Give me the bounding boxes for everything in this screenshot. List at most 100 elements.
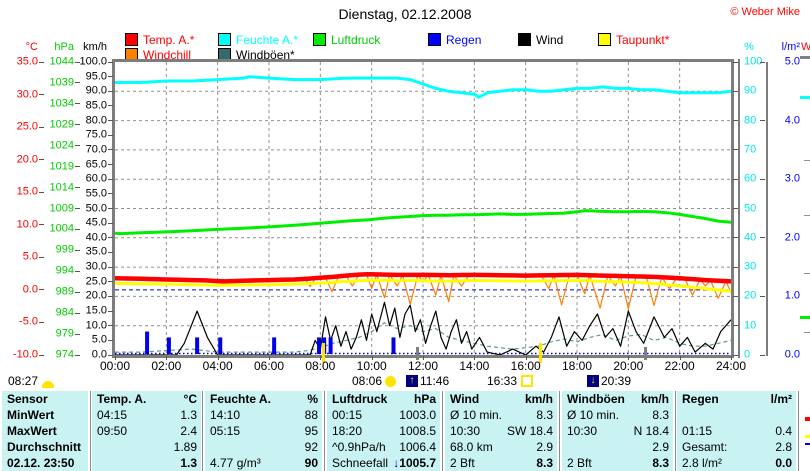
rain-axis-unit: l/m² [781,41,800,53]
table-cell-row: 4.77 g/m³ 90 [205,455,322,471]
header-text: Regen [682,392,719,406]
marker-sun-partial: 08:27 [8,374,58,388]
marker-sunset: 16:33 [487,374,537,388]
axis-tick-label: 989 [55,285,74,298]
table-cell-row: 10:30 N 18.4 [562,423,673,439]
axis-tick-label: 1024 [49,139,74,152]
cell-text: 95 [304,424,318,438]
legend-swatch-icon [218,33,231,46]
humidity-axis-unit: % [744,41,754,53]
axis-tick-label: 999 [55,243,74,256]
legend-item-feuchtea: Feuchte A.* [218,32,299,47]
time-tick-label: 06:00 [253,359,285,373]
legend-swatch-icon [428,33,441,46]
rain-bar [272,337,277,354]
legend-swatch-icon [598,33,611,46]
axis-tick-label: 0.0 [784,348,800,361]
table-column-header: Feuchte A.% [205,391,322,407]
rain-bar [218,337,223,354]
header-text: Temp. A. [97,392,147,406]
cell-text: 2 Bft [567,456,592,470]
cell-text: 00:15 [332,408,363,422]
marker-time: 08:06 [352,374,383,388]
table-cell-row: 2.8 l/m² 0.0 [677,455,796,471]
legend-swatch-icon [518,33,531,46]
axis-tick-label: 45.0 [85,216,107,229]
humidity-axis-line [738,59,740,358]
row-label-text: Durchschnitt [7,440,82,454]
cell-text: N 18.4 [633,424,669,438]
moonset-icon: ↓ [587,375,599,387]
axis-tick-label: 15.0 [85,304,107,317]
table-column-luftdruck: Luftdruck hPa 00:15 1003.0 18:20 1008.5 ^0.9hP… [327,391,440,471]
marker-time: 11:46 [420,374,450,388]
legend-label: Windböen* [236,47,295,62]
right-edge-fragment [804,273,810,274]
table-cell-row [677,407,796,423]
table-column-header: Temp. A. °C [92,391,201,407]
axis-tick-label: 1044 [49,55,74,68]
header-text: % [307,392,318,406]
pressure-axis-ticks: 1044 1039 1034 1029 1024 1019 1014 1009 1004 999 9… [42,56,74,360]
axis-tick-label: 65.0 [85,158,107,171]
axis-tick-label: 35.0 [16,55,38,68]
wind-line [115,301,731,355]
axis-tick-label: 90 [744,84,757,97]
table-cell-row: 09:50 2.4 [92,423,201,439]
table-cell-row: 2 Bft 8.3 [562,455,673,471]
axis-tick-label: 3.0 [784,172,800,185]
right-edge-fragment [800,96,810,99]
axis-tick-label: 1039 [49,76,74,89]
axis-tick-label: 1009 [49,202,74,214]
marker-moonset: ↓ 20:39 [585,374,631,388]
cell-text: 1006.4 [399,440,436,454]
axis-tick-label: 0 [744,348,751,361]
cell-text: 0.0 [775,456,792,470]
legend-label: Luftdruck [331,32,381,47]
table-cell-row: 2 Bft 8.3 [445,455,557,471]
axis-tick-label: 5.0 [22,250,38,263]
axis-tick-label: 70.0 [85,143,107,156]
time-tick-label: 18:00 [561,359,593,373]
cell-text: 2.8 [775,440,792,454]
time-tick-label: 16:00 [510,359,541,373]
legend-label: Feuchte A.* [236,32,299,47]
legend-row-1: Temp. A.* Feuchte A.* Luftdruck Regen Wind Ta… [0,32,810,47]
header-text: °C [183,392,197,406]
copyright-text: © Weber Mike [730,6,800,18]
time-tickmark [679,356,681,360]
axis-tick-label: 15.0 [16,185,38,198]
axis-tick-label: 20.0 [85,289,107,302]
legend-label: Wind [536,32,564,47]
table-cell-row: 18:20 1008.5 [327,423,440,439]
axis-tick-label: 100.0 [79,55,107,68]
table-column-separator [441,391,443,471]
axis-tick-label: 35.0 [85,245,107,258]
table-cell-row: 1.3 [92,455,201,471]
cell-text: SW 18.4 [506,424,553,438]
axis-tick-label: 1.0 [784,289,800,302]
table-row-label: MaxWert [2,423,88,439]
time-tickmark [423,356,424,360]
axis-tick-label: 1034 [49,97,74,110]
axis-tick-label: 1004 [49,222,74,235]
pressure-axis-unit: hPa [54,41,74,53]
time-tickmark [166,356,168,360]
moonrise-icon: ↑ [406,375,418,387]
axis-tick-label: 80 [744,114,757,127]
table-cell-row: 04:15 1.3 [92,407,201,423]
axis-tick-label: 1014 [49,181,74,194]
axis-tick-label: 80.0 [85,114,107,127]
axis-tick-label: 50.0 [85,202,107,214]
cell-text: 10:30 [567,424,598,438]
cell-text: 01:15 [682,424,713,438]
axis-tick-label: 5.0 [91,333,107,346]
table-column-header: Wind km/h [445,391,557,407]
axis-tick-label: -5.0 [19,315,38,328]
table-column-separator [324,391,325,471]
time-tick-label: 22:00 [664,359,695,373]
axis-tick-label: 95.0 [85,70,107,83]
header-text: km/h [524,392,553,406]
header-text: Luftdruck [332,392,388,406]
axis-tick-label: 0.0 [22,283,38,296]
